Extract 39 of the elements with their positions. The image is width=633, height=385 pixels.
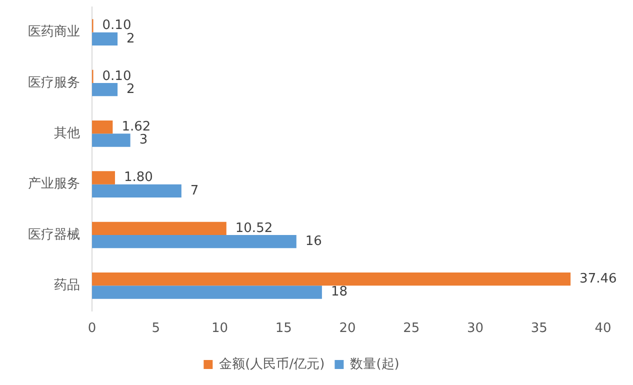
legend-label: 金额(人民币/亿元) [219, 356, 325, 372]
y-tick-label: 医药商业 [28, 24, 80, 40]
bar [92, 171, 115, 184]
y-tick-label: 医疗服务 [28, 75, 80, 90]
legend-label: 数量(起) [350, 356, 400, 372]
data-label: 37.46 [580, 271, 617, 286]
bar [92, 32, 118, 46]
bar [92, 272, 571, 286]
bar [92, 120, 113, 134]
bar [92, 222, 226, 235]
bar [92, 83, 118, 96]
x-tick-label: 5 [152, 321, 160, 336]
x-tick-label: 40 [594, 321, 612, 336]
data-label: 1.80 [124, 170, 153, 186]
y-tick-label: 药品 [54, 278, 80, 294]
bar [92, 134, 130, 147]
x-tick-label: 0 [88, 321, 96, 336]
data-label: 0.10 [102, 18, 132, 34]
bar [92, 286, 322, 299]
y-tick-label: 产业服务 [28, 176, 80, 192]
data-label: 0.10 [102, 68, 132, 84]
x-tick-label: 15 [275, 321, 292, 336]
x-tick-label: 35 [530, 321, 548, 336]
data-label: 7 [190, 183, 199, 198]
x-tick-label: 20 [339, 321, 356, 336]
bar [92, 184, 182, 198]
data-label: 18 [330, 284, 348, 300]
data-label: 16 [305, 234, 322, 249]
y-tick-label: 医疗器械 [28, 227, 80, 242]
data-label: 2 [126, 82, 135, 97]
x-tick-label: 25 [403, 321, 420, 336]
data-label: 3 [139, 132, 148, 148]
y-tick-label: 其他 [54, 126, 80, 142]
data-label: 10.52 [235, 220, 273, 236]
x-tick-label: 10 [211, 321, 228, 336]
data-label: 1.62 [122, 119, 151, 134]
data-label: 2 [126, 31, 135, 46]
x-tick-label: 30 [466, 321, 484, 336]
bar [92, 235, 296, 248]
